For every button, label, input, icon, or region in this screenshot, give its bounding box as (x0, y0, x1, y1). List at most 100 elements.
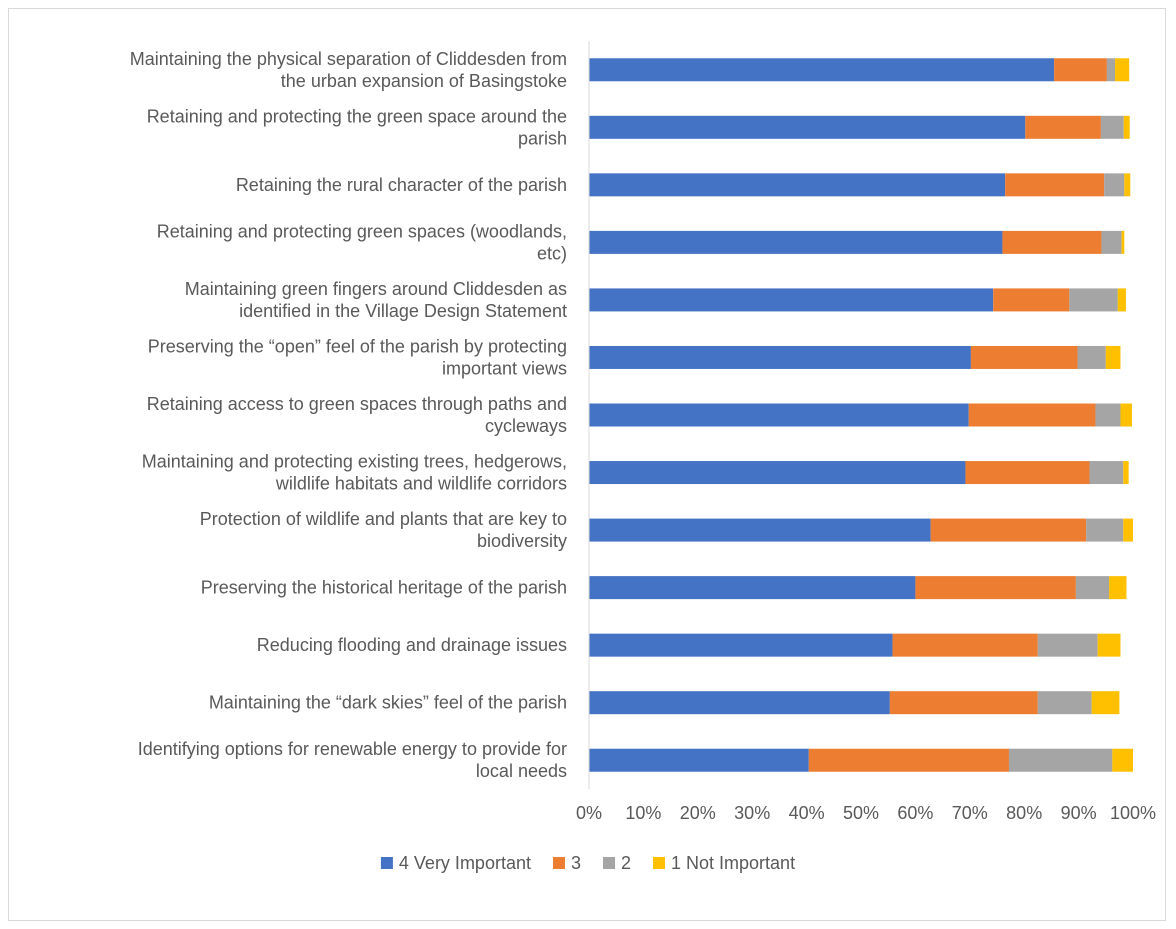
bar-segment-4-series-4 (1121, 230, 1125, 254)
category-label-2: Retaining and protecting the green space… (147, 106, 567, 148)
category-label-9: Protection of wildlife and plants that a… (200, 509, 567, 551)
bar-segment-10-series-2 (915, 576, 1076, 600)
bar-segment-6-series-3 (1077, 345, 1106, 369)
bar-segment-8-series-1 (589, 461, 966, 485)
bar-segment-13-series-3 (1008, 748, 1113, 772)
bar-segment-11-series-1 (589, 633, 893, 657)
bar-segment-8-series-3 (1089, 461, 1124, 485)
category-label-line: Retaining and protecting the green space… (147, 106, 567, 126)
bar-segment-9-series-4 (1123, 518, 1133, 542)
x-tick-label: 20% (680, 803, 716, 823)
bar-segment-7-series-1 (589, 403, 969, 427)
bar-segment-5-series-3 (1069, 288, 1118, 312)
bars-layer (589, 58, 1133, 772)
category-label-line: Identifying options for renewable energy… (138, 739, 567, 759)
category-label-line: Retaining and protecting green spaces (w… (157, 221, 567, 241)
category-label-line: biodiversity (477, 531, 567, 551)
category-labels: Maintaining the physical separation of C… (130, 49, 567, 781)
category-label-1: Maintaining the physical separation of C… (130, 49, 567, 91)
bar-segment-2-series-4 (1123, 115, 1130, 139)
category-label-7: Retaining access to green spaces through… (147, 394, 567, 436)
bar-segment-3-series-2 (1005, 173, 1105, 197)
bar-segment-3-series-3 (1104, 173, 1125, 197)
bar-segment-1-series-2 (1054, 58, 1107, 82)
bar-segment-12-series-2 (889, 691, 1038, 715)
legend-label-3: 2 (621, 853, 631, 873)
category-label-13: Identifying options for renewable energy… (138, 739, 567, 781)
legend: 4 Very Important 3 2 1 Not Important (380, 853, 795, 873)
chart-frame: Maintaining the physical separation of C… (8, 8, 1166, 921)
bar-segment-2-series-3 (1100, 115, 1124, 139)
x-tick-label: 70% (952, 803, 988, 823)
bar-segment-2-series-1 (589, 115, 1026, 139)
category-label-line: cycleways (485, 416, 567, 436)
category-label-5: Maintaining green fingers around Cliddes… (185, 279, 567, 321)
x-tick-label: 60% (897, 803, 933, 823)
bar-segment-5-series-4 (1117, 288, 1126, 312)
legend-swatch-1 (380, 857, 393, 869)
category-label-line: important views (442, 358, 567, 378)
bar-segment-3-series-4 (1124, 173, 1131, 197)
bar-segment-7-series-4 (1120, 403, 1132, 427)
bar-segment-7-series-3 (1095, 403, 1121, 427)
category-label-8: Maintaining and protecting existing tree… (142, 452, 567, 494)
legend-swatch-3 (603, 857, 616, 869)
bar-segment-8-series-2 (965, 461, 1090, 485)
bar-segment-13-series-4 (1112, 748, 1133, 772)
bar-segment-6-series-2 (970, 345, 1078, 369)
category-label-line: identified in the Village Design Stateme… (239, 301, 567, 321)
legend-swatch-2 (552, 857, 565, 869)
category-label-10: Preserving the historical heritage of th… (201, 578, 567, 598)
bar-segment-11-series-4 (1097, 633, 1121, 657)
bar-segment-1-series-1 (589, 58, 1055, 82)
category-label-line: Reducing flooding and drainage issues (257, 635, 567, 655)
x-tick-label: 80% (1006, 803, 1042, 823)
legend-label-2: 3 (571, 853, 581, 873)
bar-segment-10-series-4 (1109, 576, 1127, 600)
bar-segment-5-series-1 (589, 288, 994, 312)
category-label-line: wildlife habitats and wildlife corridors (275, 474, 567, 494)
legend-label-4: 1 Not Important (671, 853, 795, 873)
category-label-line: etc) (537, 243, 567, 263)
x-tick-label: 100% (1110, 803, 1156, 823)
bar-segment-2-series-2 (1025, 115, 1101, 139)
bar-segment-8-series-4 (1123, 461, 1129, 485)
legend-label-1: 4 Very Important (399, 853, 531, 873)
x-tick-label: 10% (625, 803, 661, 823)
category-label-line: Retaining access to green spaces through… (147, 394, 567, 414)
bar-segment-12-series-3 (1037, 691, 1092, 715)
category-label-line: Retaining the rural character of the par… (236, 175, 567, 195)
bar-segment-10-series-1 (589, 576, 916, 600)
category-label-line: Protection of wildlife and plants that a… (200, 509, 567, 529)
bar-segment-6-series-4 (1105, 345, 1121, 369)
category-label-6: Preserving the “open” feel of the parish… (148, 336, 567, 378)
bar-segment-4-series-1 (589, 230, 1003, 254)
category-label-line: Preserving the “open” feel of the parish… (148, 336, 567, 356)
category-label-11: Reducing flooding and drainage issues (257, 635, 567, 655)
bar-segment-6-series-1 (589, 345, 971, 369)
category-label-line: local needs (476, 761, 567, 781)
category-label-line: Maintaining green fingers around Cliddes… (185, 279, 567, 299)
category-label-line: parish (518, 128, 567, 148)
x-tick-label: 40% (789, 803, 825, 823)
category-label-3: Retaining the rural character of the par… (236, 175, 567, 195)
bar-segment-12-series-4 (1091, 691, 1120, 715)
legend-swatch-4 (653, 857, 666, 869)
bar-segment-13-series-1 (589, 748, 809, 772)
category-label-line: Maintaining the physical separation of C… (130, 49, 567, 69)
bar-segment-12-series-1 (589, 691, 890, 715)
bar-segment-11-series-2 (892, 633, 1038, 657)
bar-segment-11-series-3 (1037, 633, 1098, 657)
bar-segment-4-series-2 (1002, 230, 1102, 254)
category-label-12: Maintaining the “dark skies” feel of the… (209, 693, 567, 713)
bar-segment-5-series-2 (993, 288, 1070, 312)
category-label-4: Retaining and protecting green spaces (w… (157, 221, 567, 263)
x-tick-label: 90% (1061, 803, 1097, 823)
category-label-line: Maintaining the “dark skies” feel of the… (209, 693, 567, 713)
x-tick-label: 30% (734, 803, 770, 823)
x-tick-labels: 0% 10% 20% 30% 40% 50% 60% 70% 80% 90% 100% (576, 803, 1156, 823)
bar-segment-7-series-2 (968, 403, 1096, 427)
category-label-line: Maintaining and protecting existing tree… (142, 452, 567, 472)
bar-segment-10-series-3 (1075, 576, 1110, 600)
bar-segment-1-series-4 (1115, 58, 1130, 82)
